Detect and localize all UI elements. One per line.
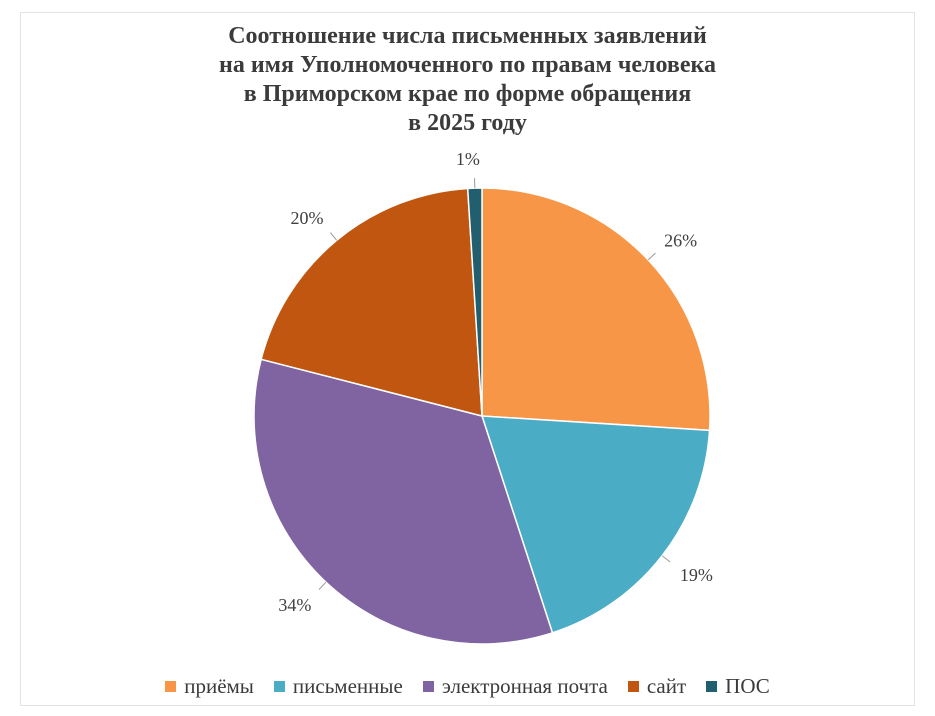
pie-slice-sait [260, 187, 483, 417]
legend-swatch-sait [627, 681, 639, 692]
legend-label-pismennye: письменные [292, 674, 403, 698]
legend-item-pos: ПОС [706, 674, 770, 699]
data-label-sait: 20% [291, 208, 324, 228]
data-label-pismennye: 19% [680, 565, 713, 585]
pie-data-labels: 26% 19% 34% 20% 1% [278, 149, 712, 615]
chart-legend: приёмы письменные электронная почта сайт… [0, 674, 935, 699]
data-label-email: 34% [278, 595, 311, 615]
legend-label-email: электронная почта [441, 674, 608, 698]
legend-label-pos: ПОС [725, 674, 770, 698]
chart-title-line-3: в Приморском крае по форме обращения [243, 81, 692, 107]
chart-title-line-1: Соотношение числа письменных заявлений [228, 23, 707, 49]
leader-line-sait [329, 232, 338, 241]
data-label-priemy: 26% [664, 230, 697, 250]
pie-slices [253, 187, 711, 645]
legend-item-pismennye: письменные [273, 674, 403, 699]
leader-line-pismennye [661, 555, 671, 563]
legend-swatch-pismennye [273, 681, 285, 692]
data-label-pos: 1% [456, 149, 480, 169]
legend-label-sait: сайт [646, 674, 687, 698]
legend-label-priemy: приёмы [184, 674, 254, 698]
legend-swatch-pos [706, 681, 718, 692]
pie-slice-pos [466, 187, 483, 417]
pie-slice-email [253, 358, 554, 645]
leader-line-email [318, 581, 327, 590]
legend-item-sait: сайт [627, 674, 687, 699]
legend-item-priemy: приёмы [165, 674, 254, 699]
legend-item-email: электронная почта [422, 674, 608, 699]
chart-title: Соотношение числа письменных заявлений н… [0, 22, 935, 138]
legend-swatch-priemy [165, 681, 177, 692]
chart-title-line-2: на имя Уполномоченного по правам человек… [219, 52, 716, 78]
leader-line-priemy [647, 252, 656, 261]
chart-title-line-4: в 2025 году [408, 110, 527, 136]
legend-swatch-email [422, 681, 434, 692]
pie-slice-priemy [481, 187, 711, 432]
